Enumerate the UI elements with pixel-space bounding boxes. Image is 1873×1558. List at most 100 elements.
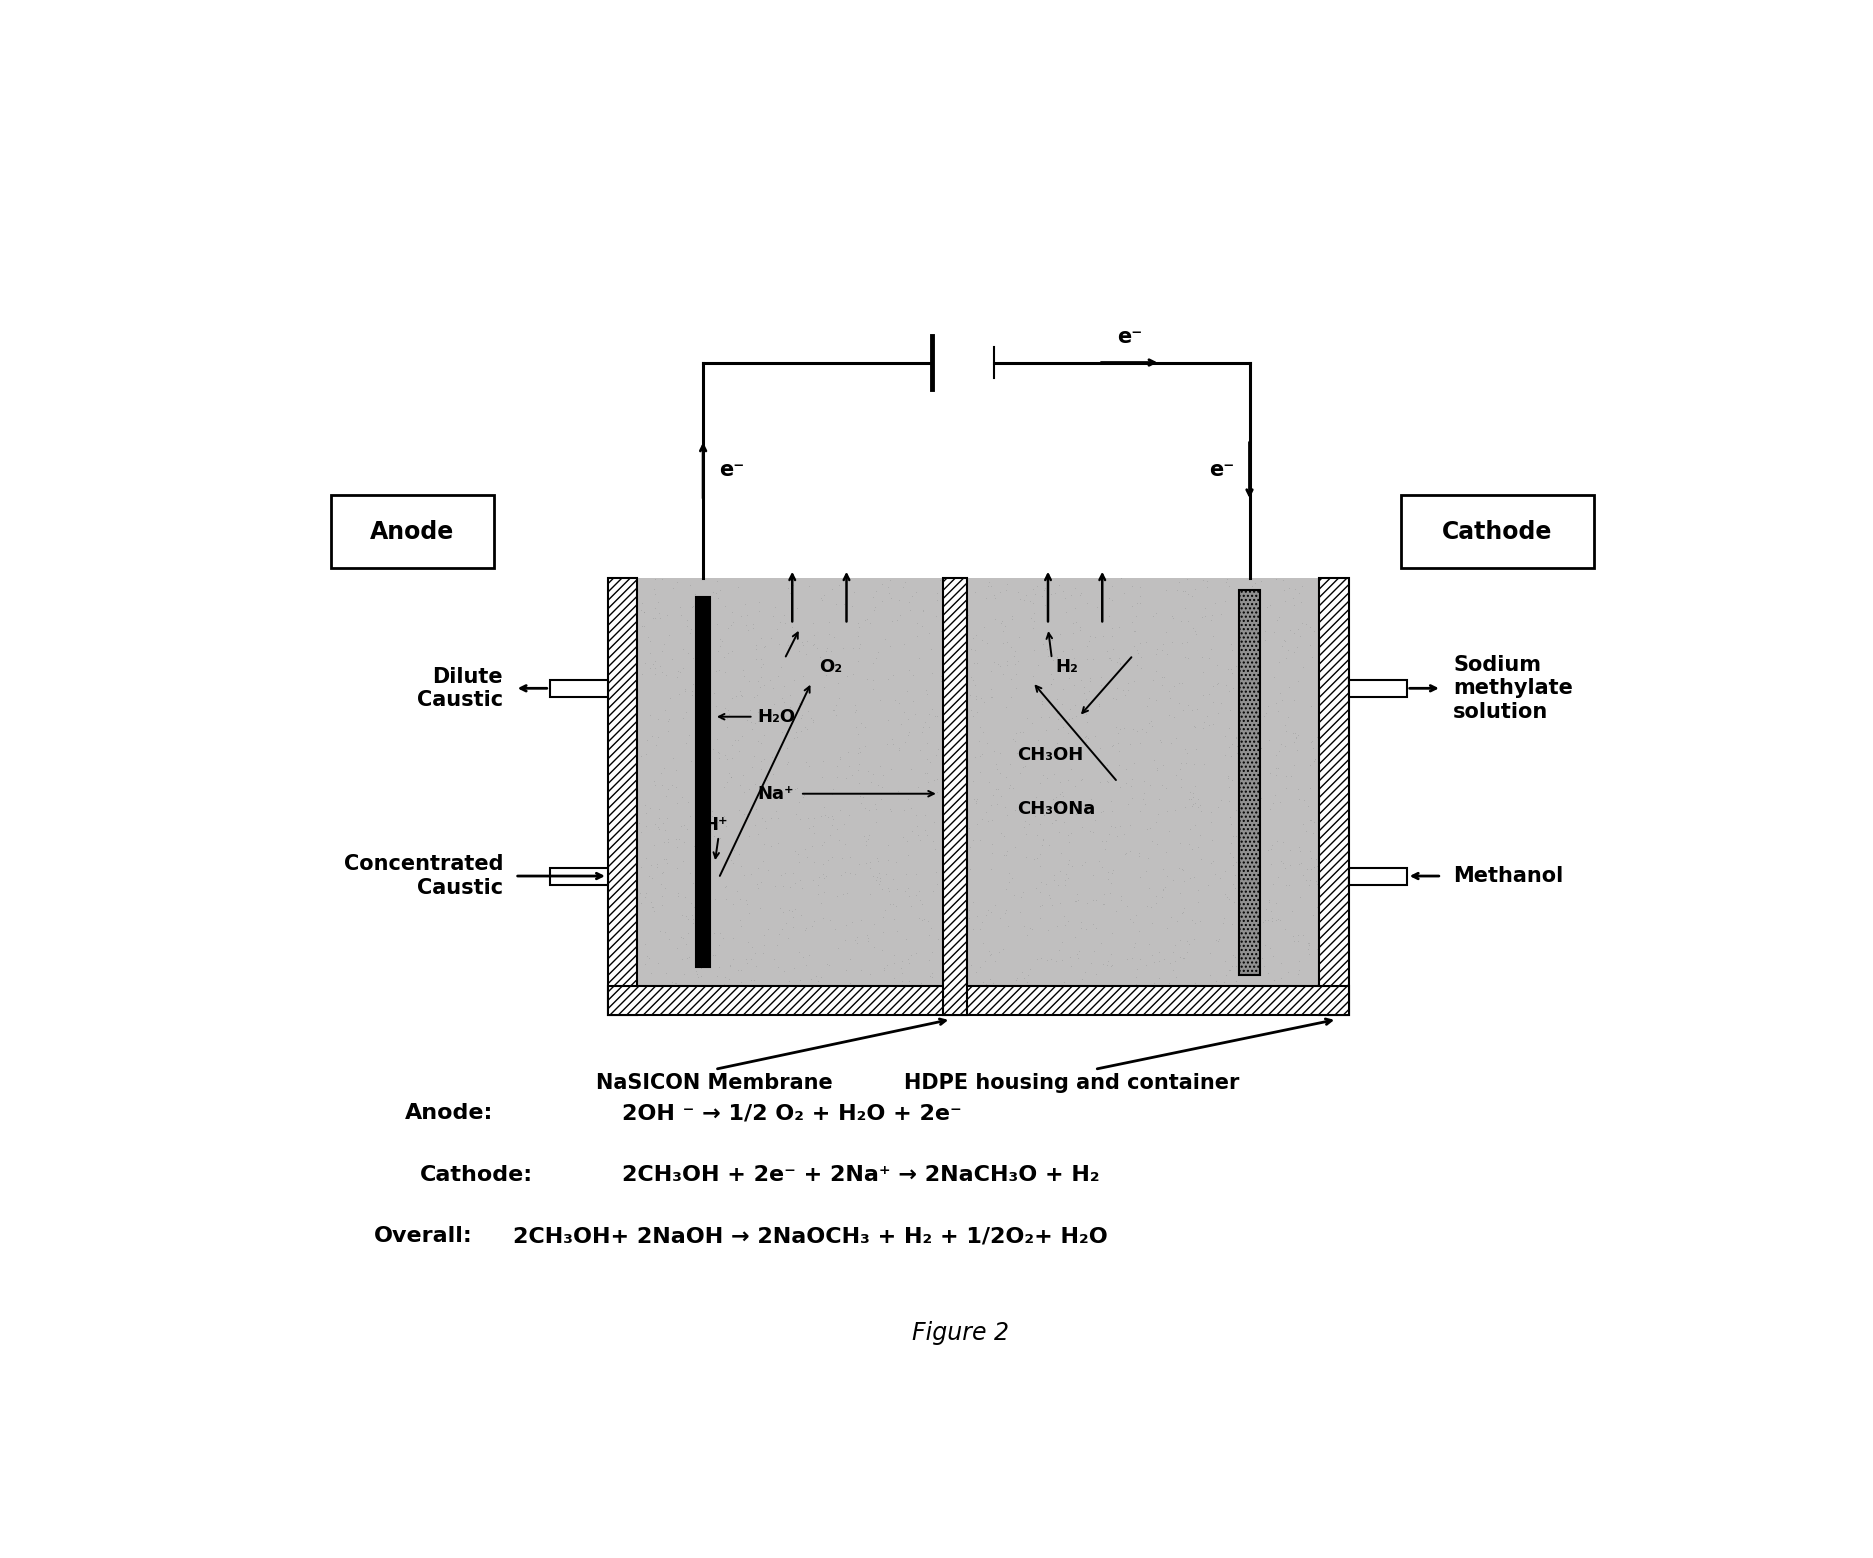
Point <box>702 639 732 664</box>
Point <box>1131 846 1161 871</box>
Point <box>631 801 661 826</box>
Point <box>1103 720 1133 745</box>
Point <box>626 820 656 844</box>
Point <box>1178 971 1208 996</box>
Point <box>768 899 798 924</box>
Point <box>824 572 854 597</box>
Point <box>1133 773 1163 798</box>
Point <box>1193 872 1223 897</box>
Point <box>970 799 1000 824</box>
Point <box>729 802 759 827</box>
Point <box>1011 844 1041 869</box>
Point <box>702 740 732 765</box>
Point <box>1043 793 1073 818</box>
Point <box>938 612 968 637</box>
Point <box>950 943 980 968</box>
Point <box>916 661 946 686</box>
Point <box>738 968 768 992</box>
Point <box>1266 849 1296 874</box>
Point <box>1040 949 1069 974</box>
Point <box>715 953 745 978</box>
Point <box>899 701 929 726</box>
Point <box>1290 818 1320 843</box>
Point <box>1236 700 1266 724</box>
Point <box>1036 671 1066 696</box>
Point <box>639 773 669 798</box>
Point <box>672 614 702 639</box>
Point <box>738 743 768 768</box>
Point <box>1154 971 1184 996</box>
Point <box>920 837 950 862</box>
Point <box>865 869 895 894</box>
Point <box>961 623 991 648</box>
Point <box>723 728 753 753</box>
Point <box>1186 798 1216 823</box>
Point <box>968 969 998 994</box>
Point <box>1169 645 1199 670</box>
Point <box>858 863 888 888</box>
Point <box>1197 712 1227 737</box>
Point <box>1141 657 1171 682</box>
Point <box>1143 787 1172 812</box>
Point <box>710 594 740 619</box>
Point <box>957 768 987 793</box>
Point <box>1274 837 1304 862</box>
Point <box>671 700 701 724</box>
Point <box>701 963 730 988</box>
Point <box>708 925 738 950</box>
Point <box>749 922 779 947</box>
Point <box>1204 787 1234 812</box>
Point <box>1028 594 1058 619</box>
Point <box>1040 581 1069 606</box>
Point <box>905 888 935 913</box>
Point <box>663 880 693 905</box>
Point <box>646 639 676 664</box>
Point <box>809 880 839 905</box>
Point <box>1287 654 1317 679</box>
Point <box>1041 717 1071 742</box>
Point <box>1116 573 1146 598</box>
Point <box>929 718 959 743</box>
Point <box>957 667 987 692</box>
Point <box>1285 589 1315 614</box>
Point <box>671 932 701 957</box>
Point <box>676 748 706 773</box>
Point <box>1017 710 1047 735</box>
Point <box>1060 888 1090 913</box>
Point <box>1167 857 1197 882</box>
Point <box>1101 650 1131 675</box>
Point <box>790 749 820 774</box>
Point <box>1219 849 1249 874</box>
Point <box>1174 816 1204 841</box>
Text: Figure 2: Figure 2 <box>912 1321 1008 1345</box>
Point <box>897 584 927 609</box>
Point <box>1120 972 1150 997</box>
Point <box>1000 968 1030 992</box>
Point <box>925 619 955 643</box>
Point <box>1246 946 1276 971</box>
Point <box>1212 567 1242 592</box>
Point <box>661 757 691 782</box>
Point <box>642 589 672 614</box>
Point <box>993 869 1023 894</box>
Point <box>1143 949 1172 974</box>
Point <box>908 907 938 932</box>
Point <box>878 907 908 932</box>
Point <box>965 729 995 754</box>
Point <box>858 935 888 960</box>
Point <box>1257 908 1287 933</box>
Point <box>1264 681 1294 706</box>
Point <box>1251 701 1281 726</box>
Point <box>1041 701 1071 726</box>
Point <box>858 667 888 692</box>
Point <box>654 927 684 952</box>
Point <box>1096 647 1126 671</box>
Point <box>1045 891 1075 916</box>
Point <box>1041 686 1071 710</box>
Point <box>985 821 1015 846</box>
Point <box>1302 871 1332 896</box>
Point <box>1261 567 1290 592</box>
Point <box>1202 927 1232 952</box>
Point <box>828 812 858 837</box>
Point <box>830 958 860 983</box>
